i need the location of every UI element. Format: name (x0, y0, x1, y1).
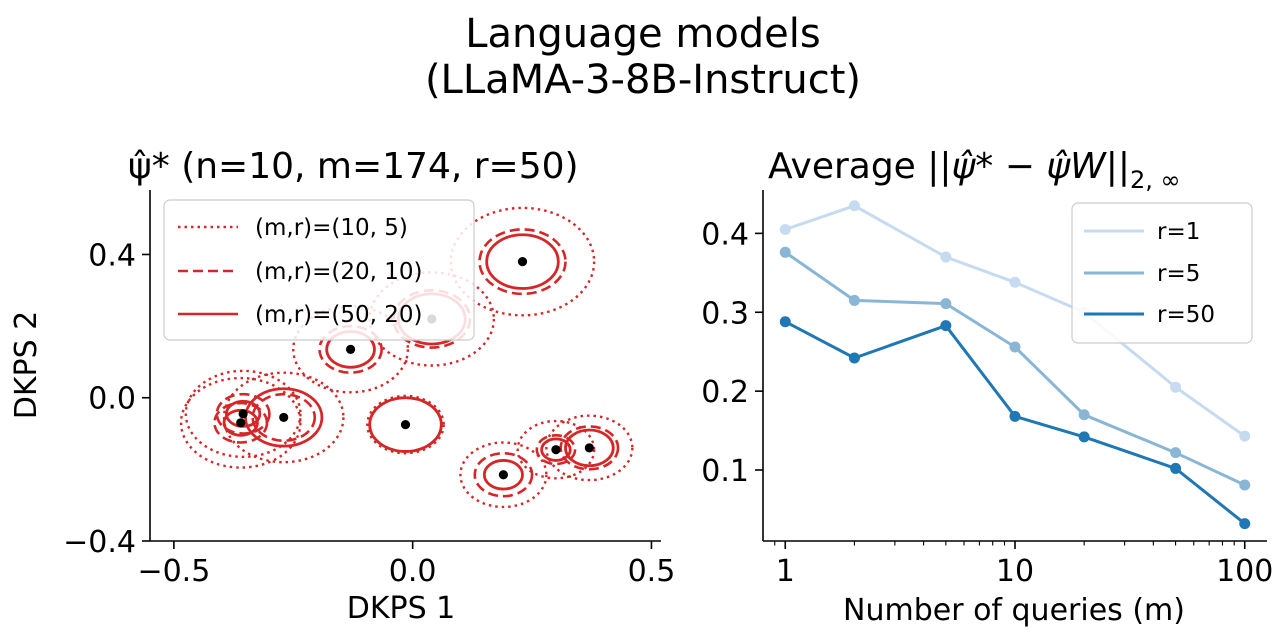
right-title-average: Average || (768, 146, 952, 187)
left-y-tick-label: 0.0 (88, 382, 136, 417)
left-x-label: DKPS 1 (347, 591, 456, 626)
right-y-tick-label: 0.2 (701, 375, 749, 410)
right-title-subscript: 2, ∞ (1130, 166, 1181, 194)
embedding-point (517, 257, 528, 267)
left-legend-frame (163, 199, 475, 341)
series-point-r=1 (940, 251, 952, 263)
right-title-psi-star: ψ̂* (952, 146, 994, 187)
right-y-tick-label: 0.1 (701, 454, 749, 489)
left-title-params: (n=10, m=174, r=50) (170, 146, 579, 187)
uncertainty-circle-dashed (213, 401, 269, 444)
embedding-point (279, 412, 289, 423)
uncertainty-circle-solid (368, 396, 443, 453)
embedding-point (238, 409, 248, 419)
right-title-norm: || (1106, 146, 1130, 187)
uncertainty-circle-dashed (473, 451, 534, 498)
right-title-w: W (1070, 146, 1107, 187)
series-point-r=1 (1170, 381, 1182, 393)
series-point-r=1 (779, 223, 791, 235)
series-point-r=5 (779, 246, 791, 258)
series-point-r=1 (848, 200, 860, 212)
right-x-tick-label: 100 (1216, 554, 1273, 589)
right-y-tick-label: 0.4 (701, 217, 749, 252)
series-point-r=5 (1170, 447, 1182, 459)
series-point-r=50 (779, 316, 791, 328)
embedding-point (400, 419, 411, 430)
left-x-tick-label: 0.5 (628, 554, 676, 589)
series-point-r=5 (1009, 341, 1021, 353)
right-legend: r=1 r=5 r=50 (1071, 202, 1253, 344)
right-ticks: 1 10 100 0.1 0.2 0.3 0.4 (701, 217, 1273, 589)
series-point-r=5 (940, 298, 952, 310)
legend-label-r5: r=5 (1157, 261, 1200, 287)
left-y-tick-label: −0.4 (63, 525, 136, 560)
left-y-label: DKPS 2 (9, 311, 44, 420)
uncertainty-circle-dotted (179, 376, 302, 469)
right-legend-frame (1071, 202, 1253, 344)
right-x-tick-label: 1 (776, 554, 795, 589)
figure-title-line2: (LLaMA-3-8B-Instruct) (425, 57, 861, 103)
uncertainty-circle-dashed (478, 228, 567, 296)
uncertainty-circle-dashed (535, 434, 577, 466)
embedding-point (345, 344, 356, 354)
legend-label-10-5: (m,r)=(10, 5) (255, 215, 408, 241)
embedding-points (236, 257, 594, 480)
left-y-tick-label: 0.4 (88, 238, 136, 273)
series-point-r=1 (1009, 276, 1021, 288)
legend-label-50-20: (m,r)=(50, 20) (255, 302, 423, 328)
figure-title-line1: Language models (465, 11, 821, 57)
series-point-r=50 (1078, 431, 1090, 443)
uncertainty-circle-solid (540, 437, 572, 462)
right-x-tick-label: 10 (996, 554, 1034, 589)
uncertainty-circle-dotted (516, 419, 596, 480)
embedding-point (584, 443, 594, 453)
series-point-r=50 (848, 352, 860, 364)
left-ticks: −0.5 0.0 0.5 −0.4 0.0 0.4 (63, 238, 675, 589)
uncertainty-circle-dotted (366, 394, 445, 455)
left-legend: (m,r)=(10, 5) (m,r)=(20, 10) (m,r)=(50, … (163, 199, 475, 341)
uncertainty-circle-solid (564, 428, 615, 468)
series-point-r=50 (1239, 518, 1251, 530)
right-title-psi: ψ̂ (1046, 146, 1071, 187)
embedding-point (236, 418, 246, 428)
series-point-r=50 (940, 320, 952, 332)
left-x-tick-label: −0.5 (137, 554, 210, 589)
legend-label-r50: r=50 (1157, 302, 1215, 328)
right-chart-title: Average ||ψ̂* − ψ̂W||2, ∞ (768, 146, 1181, 194)
embedding-point (551, 445, 561, 455)
right-x-label: Number of queries (m) (843, 593, 1185, 628)
right-title-minus: − (993, 146, 1046, 187)
left-chart: ψ̂* (n=10, m=174, r=50) −0.5 0.0 0.5 −0.4 0.… (9, 146, 675, 626)
series-point-r=50 (1170, 462, 1182, 474)
left-title-psi: ψ̂* (128, 146, 170, 187)
left-x-tick-label: 0.0 (389, 554, 437, 589)
embedding-point (498, 470, 509, 480)
uncertainty-circle-dotted (459, 441, 548, 509)
uncertainty-circle-dashed (559, 425, 620, 471)
legend-label-20-10: (m,r)=(20, 10) (255, 259, 423, 285)
uncertainty-circle-dashed (215, 392, 271, 435)
legend-label-r1: r=1 (1157, 219, 1200, 245)
series-point-r=1 (1239, 430, 1251, 442)
series-point-r=5 (848, 294, 860, 306)
series-point-r=50 (1009, 410, 1021, 422)
series-point-r=5 (1078, 409, 1090, 421)
uncertainty-circle-dotted (292, 305, 410, 394)
uncertainty-circle-solid (485, 233, 560, 290)
series-lines (779, 200, 1251, 530)
right-chart: Average ||ψ̂* − ψ̂W||2, ∞ 1 10 100 0.1 0.2 0.… (701, 146, 1273, 628)
uncertainty-circle-dotted (449, 206, 596, 317)
series-point-r=5 (1239, 479, 1251, 491)
left-chart-title: ψ̂* (n=10, m=174, r=50) (128, 146, 579, 187)
uncertainty-circle-dashed (251, 392, 317, 443)
uncertainty-circle-dotted (222, 371, 345, 464)
uncertainty-circle-solid (482, 459, 524, 491)
right-y-tick-label: 0.3 (701, 296, 749, 331)
uncertainty-circle-dotted (545, 414, 634, 482)
